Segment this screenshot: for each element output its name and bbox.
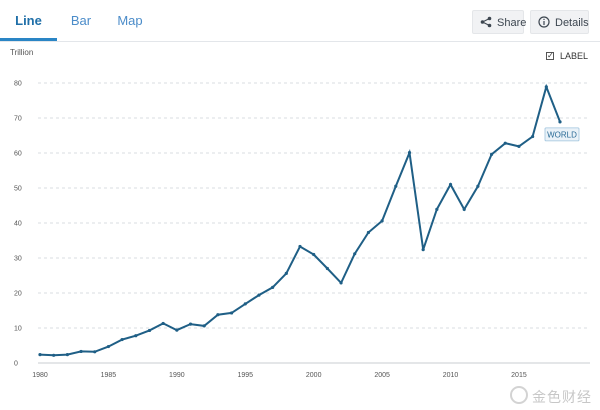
series-points bbox=[38, 85, 562, 357]
data-point[interactable] bbox=[38, 353, 42, 357]
data-point[interactable] bbox=[558, 120, 562, 124]
data-point[interactable] bbox=[312, 252, 316, 257]
tab-map[interactable]: Map bbox=[117, 13, 143, 28]
tab-line[interactable]: Line bbox=[0, 0, 57, 41]
data-point[interactable] bbox=[284, 271, 288, 275]
y-tick-label: 50 bbox=[14, 186, 22, 193]
data-point[interactable] bbox=[134, 334, 138, 338]
share-button[interactable]: Share bbox=[472, 10, 527, 34]
data-point[interactable] bbox=[257, 293, 261, 297]
series-end-label: WORLD bbox=[544, 127, 580, 142]
data-point[interactable] bbox=[448, 182, 453, 187]
data-point[interactable] bbox=[517, 144, 521, 148]
world-label-box bbox=[544, 127, 580, 142]
series-line-world bbox=[39, 83, 561, 357]
y-tick-label: 80 bbox=[14, 81, 22, 88]
y-tick-label: 0 bbox=[14, 361, 18, 368]
data-point[interactable] bbox=[161, 321, 165, 326]
data-point[interactable] bbox=[366, 230, 371, 235]
data-point[interactable] bbox=[243, 302, 247, 306]
data-point[interactable] bbox=[353, 252, 357, 256]
data-point[interactable] bbox=[421, 248, 425, 252]
data-point[interactable] bbox=[120, 337, 124, 342]
x-tick-label: 2005 bbox=[374, 372, 390, 379]
data-point[interactable] bbox=[298, 244, 302, 249]
x-axis-ticks: 1980 1985 1990 1995 2000 2005 2010 2015 bbox=[32, 372, 527, 379]
data-point[interactable] bbox=[544, 85, 548, 89]
x-tick-label: 2000 bbox=[306, 372, 322, 379]
data-point[interactable] bbox=[489, 152, 494, 156]
data-point[interactable] bbox=[106, 344, 111, 349]
data-point[interactable] bbox=[462, 207, 466, 211]
chart-type-tabs: Line Bar Map Share Details bbox=[0, 0, 600, 42]
x-tick-label: 2010 bbox=[443, 372, 459, 379]
data-point[interactable] bbox=[229, 311, 234, 315]
watermark-text: 金色财经 bbox=[532, 389, 592, 405]
y-tick-label: 10 bbox=[14, 326, 22, 333]
data-point[interactable] bbox=[271, 285, 275, 289]
y-tick-label: 30 bbox=[14, 256, 22, 263]
data-point[interactable] bbox=[216, 313, 220, 317]
info-icon bbox=[538, 16, 550, 28]
watermark-logo: 金色财经 bbox=[510, 382, 600, 410]
x-tick-label: 1985 bbox=[101, 372, 117, 379]
details-button-label: Details bbox=[555, 17, 589, 29]
data-point[interactable] bbox=[202, 324, 206, 328]
x-tick-label: 1995 bbox=[237, 372, 253, 379]
data-point[interactable] bbox=[52, 353, 56, 357]
y-tick-label: 60 bbox=[14, 151, 22, 158]
data-point[interactable] bbox=[147, 328, 152, 333]
data-point[interactable] bbox=[65, 353, 69, 357]
x-tick-label: 1980 bbox=[32, 372, 48, 379]
data-point[interactable] bbox=[325, 266, 329, 271]
y-tick-label: 40 bbox=[14, 221, 22, 228]
grid-lines bbox=[38, 82, 590, 329]
data-point[interactable] bbox=[339, 281, 343, 285]
data-point[interactable] bbox=[531, 134, 535, 139]
label-checkbox[interactable]: ✓ bbox=[546, 51, 554, 60]
data-point[interactable] bbox=[503, 141, 507, 145]
share-button-label: Share bbox=[497, 17, 527, 29]
data-point[interactable] bbox=[476, 184, 480, 188]
x-tick-label: 2015 bbox=[511, 372, 527, 379]
x-tick-label: 1990 bbox=[169, 372, 185, 379]
data-point[interactable] bbox=[175, 328, 179, 332]
y-tick-label: 20 bbox=[14, 291, 22, 298]
data-point[interactable] bbox=[435, 207, 439, 211]
data-point[interactable] bbox=[407, 151, 412, 155]
data-point[interactable] bbox=[93, 350, 97, 354]
label-toggle-text: LABEL bbox=[560, 51, 589, 61]
details-button[interactable]: Details bbox=[530, 10, 589, 34]
y-tick-label: 70 bbox=[14, 116, 22, 123]
data-point[interactable] bbox=[188, 322, 193, 326]
data-point[interactable] bbox=[394, 184, 398, 188]
y-axis-unit-label: Trillion bbox=[10, 48, 34, 57]
y-axis-ticks: 0 10 20 30 40 50 60 70 80 bbox=[14, 81, 22, 368]
share-icon bbox=[480, 16, 492, 28]
data-point[interactable] bbox=[79, 349, 83, 354]
data-point[interactable] bbox=[380, 219, 384, 223]
tab-bar[interactable]: Bar bbox=[70, 13, 92, 28]
world-label-text: WORLD bbox=[547, 130, 577, 139]
